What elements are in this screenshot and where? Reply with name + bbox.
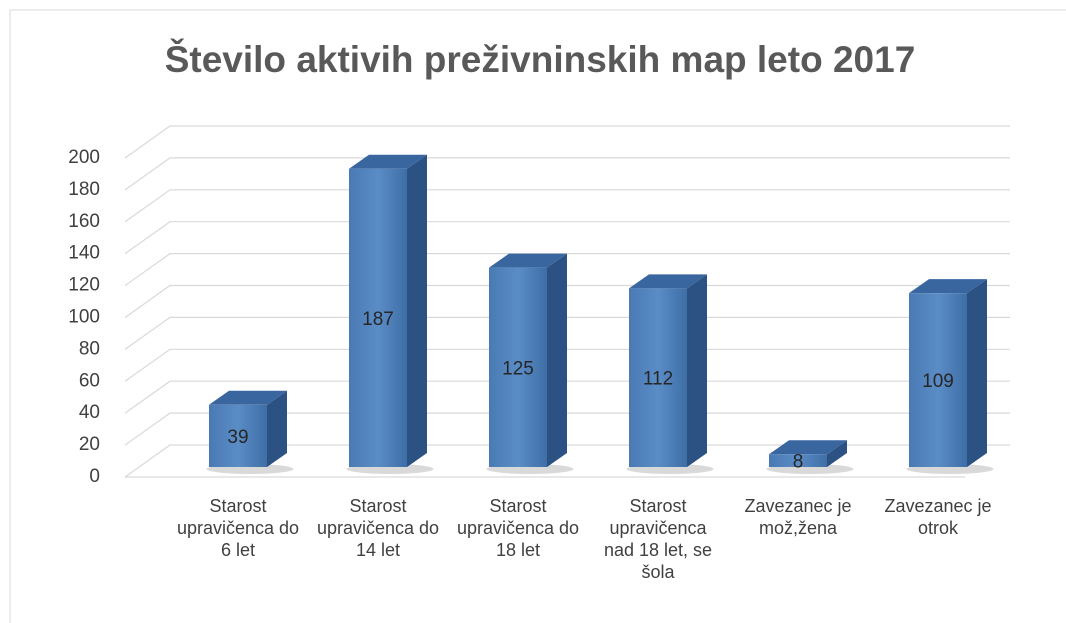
chart-border bbox=[9, 9, 1066, 623]
grid-line bbox=[124, 253, 1010, 287]
grid-line bbox=[124, 444, 1010, 478]
x-tick-label: Zavezanec je mož,žena bbox=[744, 496, 852, 538]
bar-front bbox=[209, 404, 267, 467]
bar-top bbox=[209, 390, 287, 405]
bar-front bbox=[629, 288, 687, 467]
x-tick-label: Starost upravičenca nad 18 let, se šola bbox=[603, 496, 713, 582]
y-tick-label: 120 bbox=[68, 275, 100, 296]
bar-top bbox=[909, 279, 987, 294]
y-tick-label: 160 bbox=[68, 211, 100, 232]
y-tick-label: 60 bbox=[79, 370, 100, 391]
bar-top bbox=[629, 274, 707, 289]
bar-side bbox=[547, 253, 567, 467]
grid-line bbox=[124, 316, 1010, 350]
x-tick-label: Starost upravičenca do 18 let bbox=[456, 496, 580, 560]
data-label: 8 bbox=[793, 452, 804, 473]
bar-side bbox=[967, 279, 987, 467]
data-label: 112 bbox=[643, 369, 673, 390]
bar bbox=[489, 253, 567, 467]
grid-line bbox=[124, 125, 1010, 159]
data-label: 187 bbox=[362, 309, 394, 330]
bar-front bbox=[769, 454, 827, 467]
y-tick-label: 180 bbox=[68, 179, 100, 200]
bar-front bbox=[349, 168, 407, 468]
y-tick-label: 20 bbox=[79, 434, 100, 455]
y-tick-label: 100 bbox=[68, 307, 100, 328]
bar-top bbox=[489, 253, 567, 268]
bar-front bbox=[909, 293, 967, 467]
grid-line bbox=[124, 412, 1010, 446]
x-tick-label: Zavezanec je otrok bbox=[884, 496, 992, 538]
bar bbox=[349, 154, 427, 468]
bar-front bbox=[489, 267, 547, 467]
y-tick-label: 140 bbox=[68, 243, 100, 264]
grid-line bbox=[124, 221, 1010, 255]
x-tick-label: Starost upravičenca do 14 let bbox=[316, 496, 440, 560]
data-label: 39 bbox=[227, 427, 248, 448]
grid-line bbox=[124, 380, 1010, 414]
grid-line bbox=[124, 157, 1010, 191]
bar bbox=[769, 440, 847, 467]
y-tick-label: 0 bbox=[89, 466, 100, 487]
bar-side bbox=[827, 440, 847, 467]
y-tick-label: 80 bbox=[79, 338, 100, 359]
bar bbox=[209, 390, 287, 467]
y-tick-label: 40 bbox=[79, 402, 100, 423]
data-label: 125 bbox=[502, 358, 534, 379]
chart-title: Število aktivih preživninskih map leto 2… bbox=[165, 38, 916, 80]
bar-side bbox=[407, 154, 427, 468]
grid-line bbox=[124, 284, 1010, 318]
bar bbox=[629, 274, 707, 467]
bar bbox=[909, 279, 987, 467]
x-tick-label: Starost upravičenca do 6 let bbox=[176, 496, 300, 560]
data-label: 109 bbox=[922, 371, 954, 392]
y-tick-label: 200 bbox=[68, 147, 100, 168]
bar-side bbox=[267, 390, 287, 467]
grid-line bbox=[124, 348, 1010, 382]
grid-line bbox=[124, 189, 1010, 223]
bar-top bbox=[349, 154, 427, 169]
bar-top bbox=[769, 440, 847, 455]
bar-side bbox=[687, 274, 707, 467]
